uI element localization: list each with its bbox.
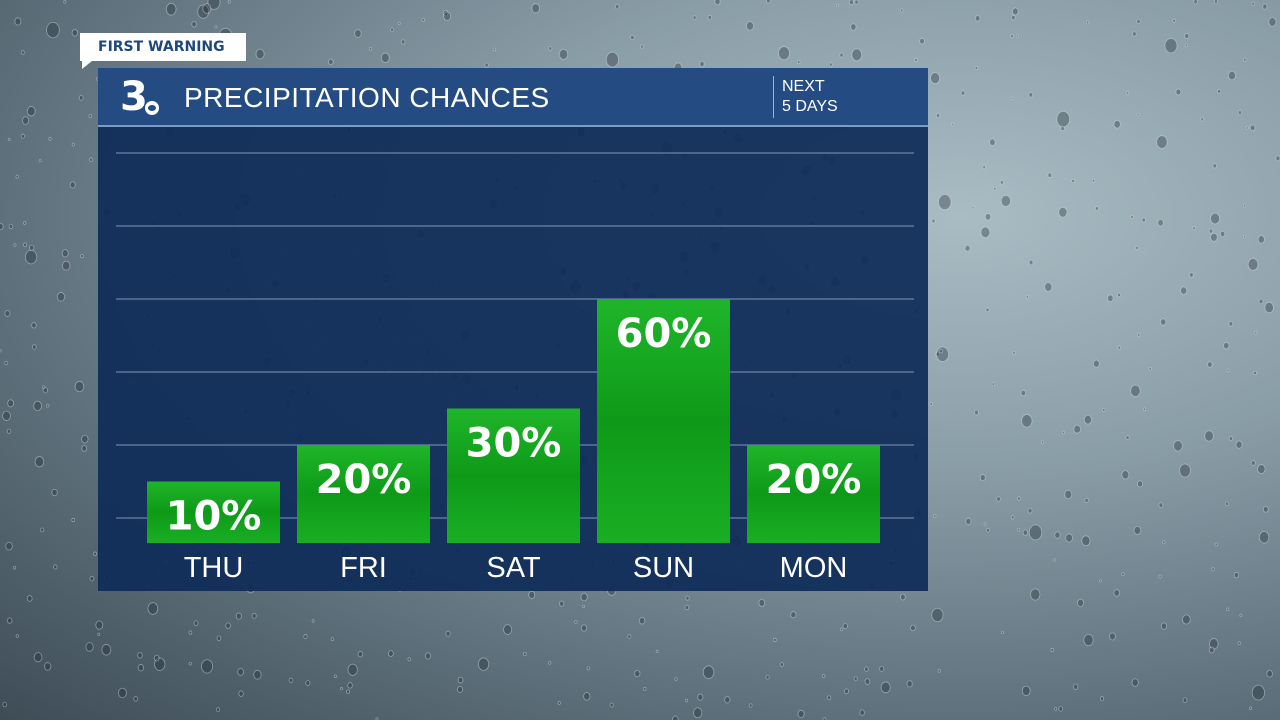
data-label: 20% bbox=[766, 457, 862, 503]
bar-fri bbox=[297, 445, 430, 543]
tag-label: FIRST WARNING bbox=[98, 39, 225, 55]
header-divider bbox=[773, 76, 774, 118]
bar-sat bbox=[447, 408, 580, 543]
category-label: SAT bbox=[486, 552, 541, 584]
data-label: 20% bbox=[316, 457, 412, 503]
category-label: THU bbox=[184, 552, 244, 584]
chart-header: 3 PRECIPITATION CHANCES NEXT 5 DAYS bbox=[98, 68, 928, 127]
category-label: SUN bbox=[633, 552, 694, 584]
bar-chart: 10% THU 20% FRI 30% SAT 60% SUN 20% MON bbox=[116, 152, 914, 584]
bar-thu bbox=[147, 481, 280, 543]
chart-title: PRECIPITATION CHANCES bbox=[184, 82, 550, 113]
data-label: 30% bbox=[466, 421, 562, 467]
category-label: MON bbox=[780, 552, 848, 584]
station-logo: 3 bbox=[120, 74, 148, 120]
first-warning-tag: FIRST WARNING bbox=[80, 33, 246, 69]
plot-area: 10% THU 20% FRI 30% SAT 60% SUN 20% MON bbox=[98, 127, 928, 591]
cbs-eye-icon bbox=[144, 100, 160, 116]
bar-sun bbox=[597, 299, 730, 543]
category-label: FRI bbox=[340, 552, 387, 584]
subtitle-line1: NEXT bbox=[782, 78, 825, 95]
data-label: 60% bbox=[616, 311, 712, 357]
bar-mon bbox=[747, 445, 880, 543]
chart-subtitle: NEXT 5 DAYS bbox=[782, 77, 838, 117]
subtitle-line2: 5 DAYS bbox=[782, 98, 838, 115]
data-label: 10% bbox=[166, 494, 262, 540]
chart-panel: 3 PRECIPITATION CHANCES NEXT 5 DAYS 10% T… bbox=[98, 68, 928, 591]
